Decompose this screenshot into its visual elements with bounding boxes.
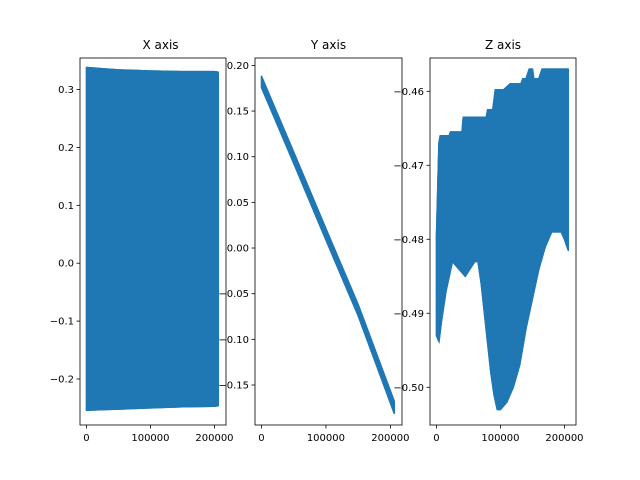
y-axis-ytick-label: −0.10	[218, 335, 249, 346]
x-axis-xtick-label: 200000	[195, 433, 233, 444]
y-axis-panel-title: Y axis	[310, 38, 346, 52]
z-axis-panel: Z axis 0 100000 200000 −0.50 −0.49 −0.48 −0.47…	[393, 38, 583, 444]
y-axis-ytick-label: 0.10	[227, 152, 249, 163]
y-axis-frame	[254, 57, 403, 426]
y-axis-lower-envelope-line	[260, 87, 395, 414]
y-axis-ytick-label: 0.05	[227, 198, 249, 209]
x-axis-panel: X axis 0 100000 200000 −0.2 −0.1 0.0 0.1 0.2 0.3	[50, 38, 234, 444]
x-axis-ytick-label: 0.0	[58, 259, 74, 270]
x-axis-ytick-label: 0.1	[58, 201, 74, 212]
x-axis-ytick-label: −0.1	[50, 317, 74, 328]
z-axis-panel-title: Z axis	[485, 38, 521, 52]
z-axis-xtick-label: 0	[433, 433, 439, 444]
z-axis-upper-envelope-line	[435, 68, 569, 240]
x-axis-panel-title: X axis	[142, 38, 178, 52]
z-axis-ytick-label: −0.50	[393, 383, 424, 394]
y-axis-ytick-label: 0.00	[227, 244, 249, 255]
x-axis-data-band	[85, 66, 220, 411]
y-axis-xtick-label: 0	[258, 433, 264, 444]
y-axis-ytick-label: 0.15	[227, 107, 249, 118]
x-axis-xtick-label: 0	[83, 433, 89, 444]
z-axis-ytick-label: −0.48	[393, 235, 424, 246]
y-axis-panel: Y axis 0 100000 200000 −0.15 −0.10 −0.05 0.00 0…	[218, 38, 409, 444]
y-axis-xtick-label: 100000	[307, 433, 345, 444]
x-axis-ytick-label: 0.2	[58, 143, 74, 154]
z-axis-lower-envelope-line	[435, 231, 570, 411]
y-axis-xtick-label: 200000	[371, 433, 409, 444]
z-axis-ytick-label: −0.49	[393, 309, 424, 320]
y-axis-ytick-label: −0.15	[218, 381, 249, 392]
x-axis-ytick-label: 0.3	[58, 85, 74, 96]
z-axis-ytick-label: −0.47	[393, 161, 424, 172]
x-axis-ytick-label: −0.2	[50, 374, 74, 385]
z-axis-xtick-label: 100000	[481, 433, 519, 444]
y-axis-upper-envelope-line	[260, 76, 395, 402]
x-axis-lower-envelope-line	[86, 404, 219, 411]
z-axis-frame	[429, 57, 577, 426]
z-axis-ytick-label: −0.46	[393, 87, 424, 98]
y-axis-ytick-label: −0.05	[218, 289, 249, 300]
y-axis-ytick-label: 0.20	[227, 61, 249, 72]
x-axis-upper-envelope-line	[86, 66, 219, 73]
z-axis-xtick-label: 200000	[545, 433, 583, 444]
x-axis-frame	[79, 57, 227, 426]
x-axis-xtick-label: 100000	[131, 433, 169, 444]
